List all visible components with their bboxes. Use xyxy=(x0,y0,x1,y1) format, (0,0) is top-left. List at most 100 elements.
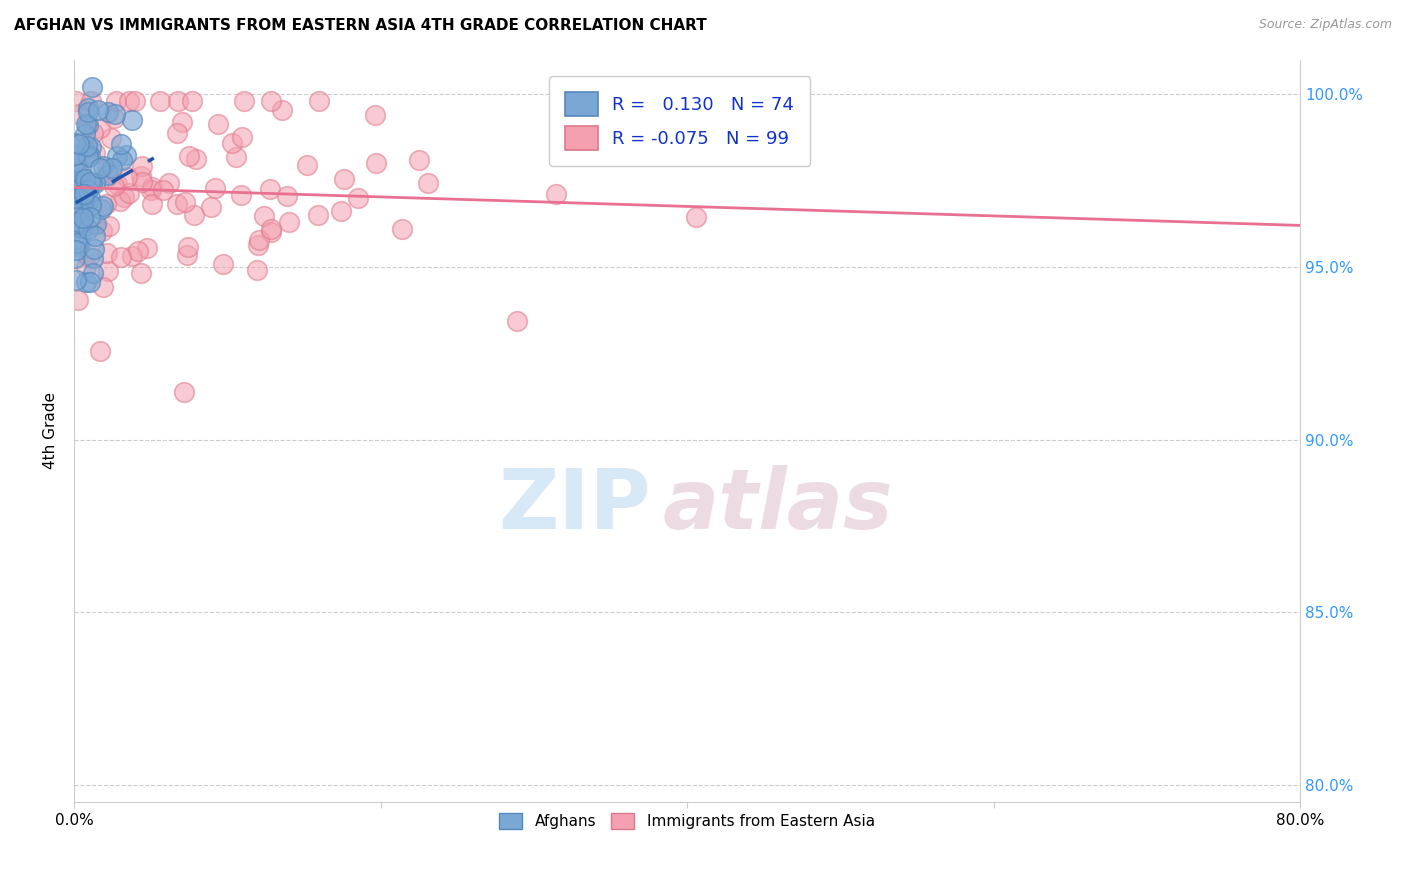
Point xyxy=(149,94,172,108)
Point xyxy=(89,343,111,358)
Point xyxy=(75,127,97,141)
Point xyxy=(685,210,707,224)
Point xyxy=(69,192,91,206)
Point xyxy=(157,176,180,190)
Point xyxy=(181,94,204,108)
Point xyxy=(129,266,152,280)
Point xyxy=(63,136,86,150)
Point xyxy=(73,187,96,202)
Point xyxy=(172,115,194,129)
Point xyxy=(135,241,157,255)
Point xyxy=(65,191,87,205)
Point xyxy=(121,249,143,263)
Point xyxy=(276,189,298,203)
Point xyxy=(83,243,105,257)
Point xyxy=(91,224,114,238)
Point xyxy=(117,169,139,184)
Point xyxy=(141,197,163,211)
Point xyxy=(77,150,100,164)
Point xyxy=(73,200,96,214)
Point xyxy=(69,137,91,152)
Point xyxy=(79,211,101,225)
Point xyxy=(80,177,103,191)
Point xyxy=(72,181,94,195)
Point xyxy=(63,155,86,169)
Text: atlas: atlas xyxy=(662,465,893,546)
Point xyxy=(179,149,201,163)
Point xyxy=(506,314,529,328)
Point xyxy=(84,177,107,191)
Point xyxy=(121,113,143,128)
Point xyxy=(346,191,368,205)
Point xyxy=(67,106,90,120)
Point xyxy=(69,166,91,180)
Point xyxy=(79,140,101,154)
Point xyxy=(277,215,299,229)
Point xyxy=(408,153,430,168)
Point xyxy=(66,153,89,168)
Point xyxy=(77,178,100,192)
Point xyxy=(96,171,118,186)
Point xyxy=(110,251,132,265)
Point xyxy=(89,121,111,136)
Point xyxy=(97,219,120,233)
Point xyxy=(84,218,107,232)
Point xyxy=(82,80,104,95)
Point xyxy=(100,131,122,145)
Point xyxy=(176,248,198,262)
Point xyxy=(104,107,127,121)
Point xyxy=(173,195,195,210)
Point xyxy=(65,243,87,257)
Point xyxy=(270,103,292,117)
Point xyxy=(118,186,141,200)
Point xyxy=(79,149,101,163)
Point xyxy=(260,94,283,108)
Point xyxy=(67,206,90,220)
Point xyxy=(364,156,387,170)
Point xyxy=(63,172,86,186)
Point xyxy=(65,273,87,287)
Point xyxy=(105,94,128,108)
Point xyxy=(84,228,107,243)
Point xyxy=(82,266,104,280)
Point xyxy=(108,194,131,209)
Point xyxy=(73,171,96,186)
Point xyxy=(70,221,93,235)
Point xyxy=(114,190,136,204)
Point xyxy=(66,139,89,153)
Point xyxy=(103,178,125,193)
Point xyxy=(364,108,387,122)
Point xyxy=(76,222,98,236)
Point xyxy=(91,199,114,213)
Point xyxy=(260,222,283,236)
Point xyxy=(129,169,152,183)
Point xyxy=(141,183,163,197)
Point xyxy=(232,94,254,108)
Point xyxy=(131,175,153,189)
Point xyxy=(295,158,318,172)
Point xyxy=(212,257,235,271)
Point xyxy=(80,198,103,212)
Point xyxy=(72,190,94,204)
Point xyxy=(246,262,269,277)
Point xyxy=(546,187,568,202)
Point xyxy=(184,152,207,166)
Point xyxy=(80,94,103,108)
Point xyxy=(131,159,153,173)
Point xyxy=(63,148,86,162)
Point xyxy=(66,193,89,207)
Point xyxy=(247,233,270,247)
Point xyxy=(246,238,269,252)
Point xyxy=(260,225,283,239)
Point xyxy=(82,251,104,265)
Point xyxy=(105,178,128,192)
Point xyxy=(76,147,98,161)
Point xyxy=(65,164,87,178)
Point xyxy=(307,208,329,222)
Point xyxy=(82,126,104,140)
Point xyxy=(141,180,163,194)
Point xyxy=(65,94,87,108)
Point xyxy=(77,104,100,119)
Point xyxy=(117,94,139,108)
Point xyxy=(97,161,120,176)
